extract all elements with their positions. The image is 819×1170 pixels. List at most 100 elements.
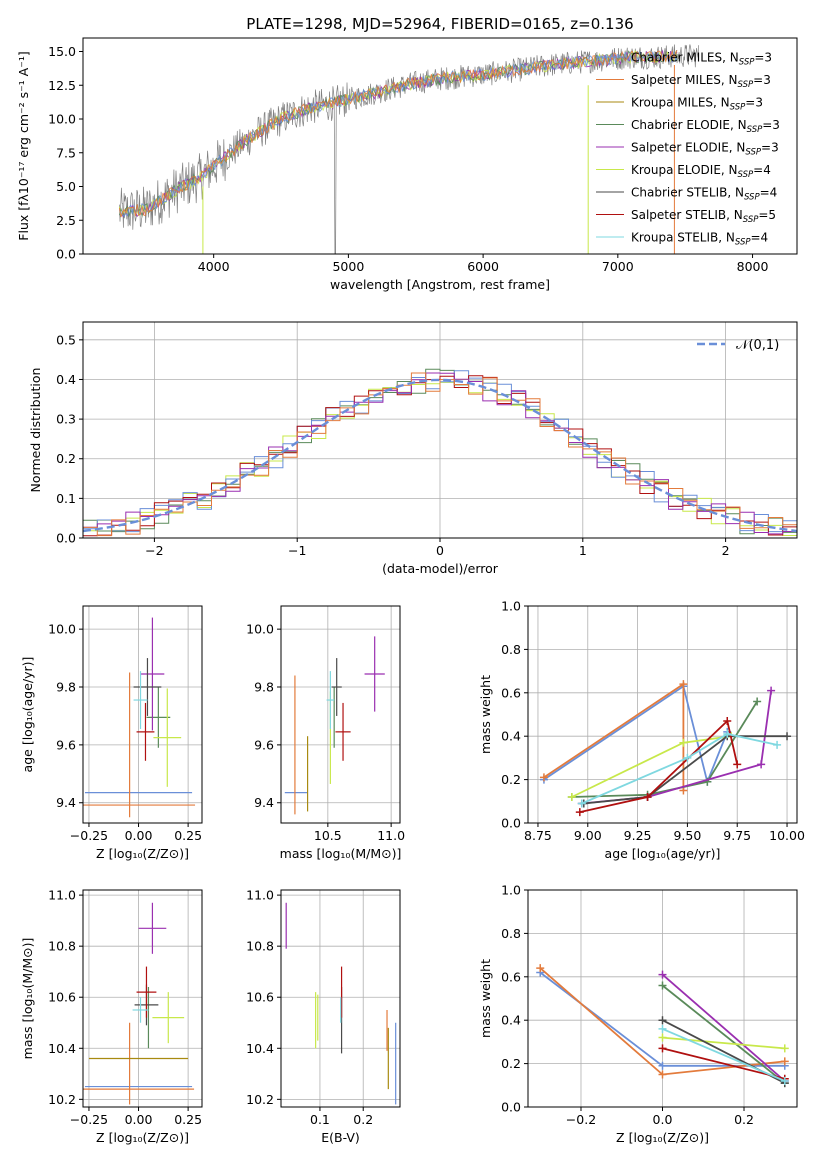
x-axis-label: Z [log₁₀(Z/Z⊙)] (96, 1130, 189, 1145)
y-tick-label: 10.4 (48, 1041, 76, 1056)
legend-label: Kroupa MILES, NSSP=3 (631, 96, 763, 113)
histogram-step (83, 368, 797, 535)
y-axis-label: mass weight (478, 675, 493, 754)
mass-weight-marker (658, 1044, 667, 1053)
mass-weight-marker (679, 738, 688, 747)
x-axis-label: E(B-V) (321, 1130, 360, 1145)
mass-weight-line (661, 973, 786, 1082)
mass-weight-marker (780, 1044, 789, 1053)
legend-label-main: Kroupa ELODIE, N (631, 163, 738, 177)
y-tick-label: 0.4 (56, 372, 76, 387)
y-tick-label: 10.6 (246, 990, 274, 1005)
legend-label-sub: SSP (735, 238, 751, 248)
legend-label-tail: =3 (762, 118, 780, 132)
y-tick-label: 1.0 (501, 599, 521, 614)
mass-weight-marker (780, 1057, 789, 1066)
x-tick-label: 10.5 (314, 828, 342, 843)
y-tick-label: 10.8 (48, 939, 76, 954)
y-tick-label: 10.0 (246, 622, 274, 637)
histogram-step (83, 372, 797, 537)
mass-weight-line (662, 1036, 785, 1050)
spectrum-model-line (118, 50, 678, 218)
mass-weight-marker (783, 732, 792, 741)
y-tick-label: 9.6 (56, 737, 76, 752)
y-tick-label: 0.0 (56, 531, 76, 546)
x-tick-label: 8000 (737, 259, 769, 274)
x-axis-label: Z [log₁₀(Z/Z⊙)] (96, 846, 189, 861)
legend-label-tail: =3 (753, 73, 771, 87)
y-tick-label: 0.2 (501, 1056, 521, 1071)
axes-frame (527, 605, 798, 824)
legend-label: Salpeter ELODIE, NSSP=3 (631, 141, 779, 158)
mass-weight-marker (757, 760, 766, 769)
spectrum-data-line (119, 44, 700, 254)
mass-weight-line (662, 1028, 786, 1082)
y-tick-label: 1.0 (501, 883, 521, 898)
mass-weight-marker (643, 792, 652, 801)
y-tick-label: 9.8 (254, 680, 274, 695)
mass-weight-marker (658, 1033, 667, 1042)
legend-label-tail: =4 (751, 231, 769, 245)
x-tick-label: 9.75 (723, 828, 751, 843)
legend-label: Kroupa ELODIE, NSSP=4 (631, 163, 771, 180)
x-tick-label: 9.50 (673, 828, 701, 843)
x-tick-label: −2 (145, 543, 163, 558)
mass-weight-marker (753, 697, 762, 706)
plot-area (285, 902, 397, 1105)
y-tick-label: 9.4 (254, 795, 274, 810)
mass-weight-marker (767, 686, 776, 695)
x-tick-label: 5000 (332, 259, 364, 274)
x-tick-label: 10.00 (769, 828, 805, 843)
x-tick-label: 0 (436, 543, 444, 558)
legend-label-tail: =4 (753, 163, 771, 177)
y-axis-label: mass weight (478, 959, 493, 1038)
x-axis-label: (data-model)/error (382, 561, 499, 576)
y-tick-label: 0.6 (501, 685, 521, 700)
axes-frame (82, 37, 798, 255)
y-tick-label: 0.0 (56, 247, 76, 262)
y-tick-label: 0.3 (56, 412, 76, 427)
legend-label-main: Salpeter ELODIE, N (631, 141, 745, 155)
legend-label-sub: SSP (744, 193, 760, 203)
legend-label: Chabrier ELODIE, NSSP=3 (631, 118, 780, 135)
mass-weight-marker (658, 1016, 667, 1025)
x-tick-label: 0.25 (174, 828, 202, 843)
x-tick-label: 0.0 (653, 1112, 673, 1127)
y-tick-label: 10.2 (48, 1092, 76, 1107)
plot-area (536, 964, 789, 1088)
legend-label-sub: SSP (730, 103, 746, 113)
legend-label-tail: =3 (745, 96, 763, 110)
x-tick-label: 6000 (467, 259, 499, 274)
legend-label-sub: SSP (738, 170, 754, 180)
y-tick-label: 0.2 (56, 451, 76, 466)
y-tick-label: 9.6 (254, 737, 274, 752)
x-tick-label: −1 (288, 543, 306, 558)
mass-weight-marker (536, 964, 545, 973)
legend-label-tail: =3 (754, 51, 772, 65)
histogram-step (83, 375, 797, 537)
x-axis-label: age [log₁₀(age/yr)] (605, 846, 721, 861)
legend-label-sub: SSP (745, 148, 761, 158)
legend-label-sub: SSP (747, 125, 763, 135)
y-tick-label: 10.0 (48, 622, 76, 637)
x-tick-label: 11.0 (377, 828, 405, 843)
chart-panel-7: −0.2 0.0 0.2 0.0 0.2 0.4 0.6 0.8 1.0 Z [log₁₀(Z/Z… (478, 883, 798, 1145)
x-tick-label: 4000 (198, 259, 230, 274)
legend-label: Chabrier STELIB, NSSP=4 (631, 186, 777, 203)
axes-frame (280, 605, 401, 824)
legend-label-sub: SSP (739, 58, 755, 68)
x-tick-label: 2 (722, 543, 730, 558)
x-axis-label: Z [log₁₀(Z/Z⊙)] (616, 1130, 709, 1145)
y-tick-label: 9.4 (56, 795, 76, 810)
y-tick-label: 7.5 (56, 145, 76, 160)
mass-weight-marker (658, 1061, 667, 1070)
x-tick-label: 8.75 (524, 828, 552, 843)
legend-label: Salpeter STELIB, NSSP=5 (631, 208, 776, 225)
x-tick-label: 0.25 (174, 1112, 202, 1127)
plot-area (83, 902, 195, 1105)
y-tick-label: 10.2 (246, 1092, 274, 1107)
plot-area (118, 44, 700, 254)
y-tick-label: 12.5 (48, 78, 76, 93)
y-axis-label: mass [log₁₀(M/M⊙)] (20, 938, 35, 1060)
